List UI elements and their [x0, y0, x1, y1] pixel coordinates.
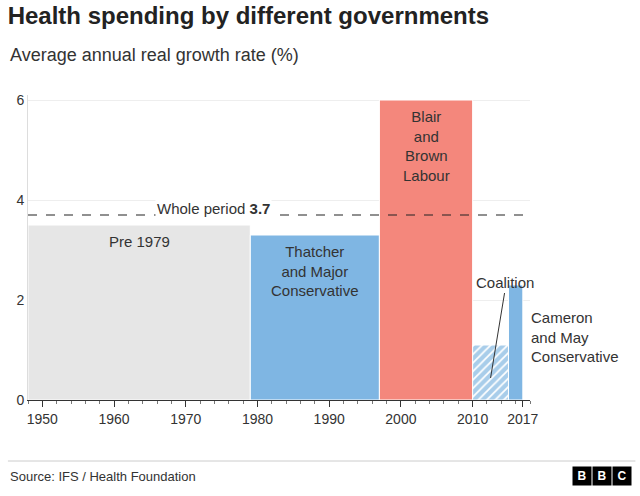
svg-text:BlairandBrownLabour: BlairandBrownLabour — [403, 108, 450, 184]
svg-text:B: B — [598, 469, 607, 483]
svg-text:Pre 1979: Pre 1979 — [109, 233, 170, 250]
svg-text:1960: 1960 — [98, 411, 129, 427]
svg-text:Coalition: Coalition — [476, 274, 534, 291]
svg-text:1950: 1950 — [27, 411, 58, 427]
svg-text:C: C — [618, 469, 627, 483]
svg-text:2010: 2010 — [457, 411, 488, 427]
svg-text:0: 0 — [16, 392, 24, 408]
svg-text:Source: IFS / Health Foundatio: Source: IFS / Health Foundation — [10, 469, 196, 484]
svg-text:4: 4 — [16, 192, 24, 208]
svg-text:2000: 2000 — [385, 411, 416, 427]
svg-text:Whole period 3.7: Whole period 3.7 — [157, 200, 270, 217]
svg-text:2: 2 — [16, 292, 24, 308]
svg-text:1970: 1970 — [170, 411, 201, 427]
svg-text:B: B — [578, 469, 587, 483]
svg-text:1990: 1990 — [314, 411, 345, 427]
svg-text:Cameronand MayConservative: Cameronand MayConservative — [531, 309, 619, 365]
svg-text:Average annual real growth rat: Average annual real growth rate (%) — [10, 45, 299, 65]
svg-text:1980: 1980 — [242, 411, 273, 427]
svg-text:2017: 2017 — [507, 411, 538, 427]
svg-text:6: 6 — [16, 92, 24, 108]
svg-text:Health spending by different g: Health spending by different governments — [8, 2, 489, 29]
svg-text:Thatcherand MajorConservative: Thatcherand MajorConservative — [271, 243, 359, 299]
